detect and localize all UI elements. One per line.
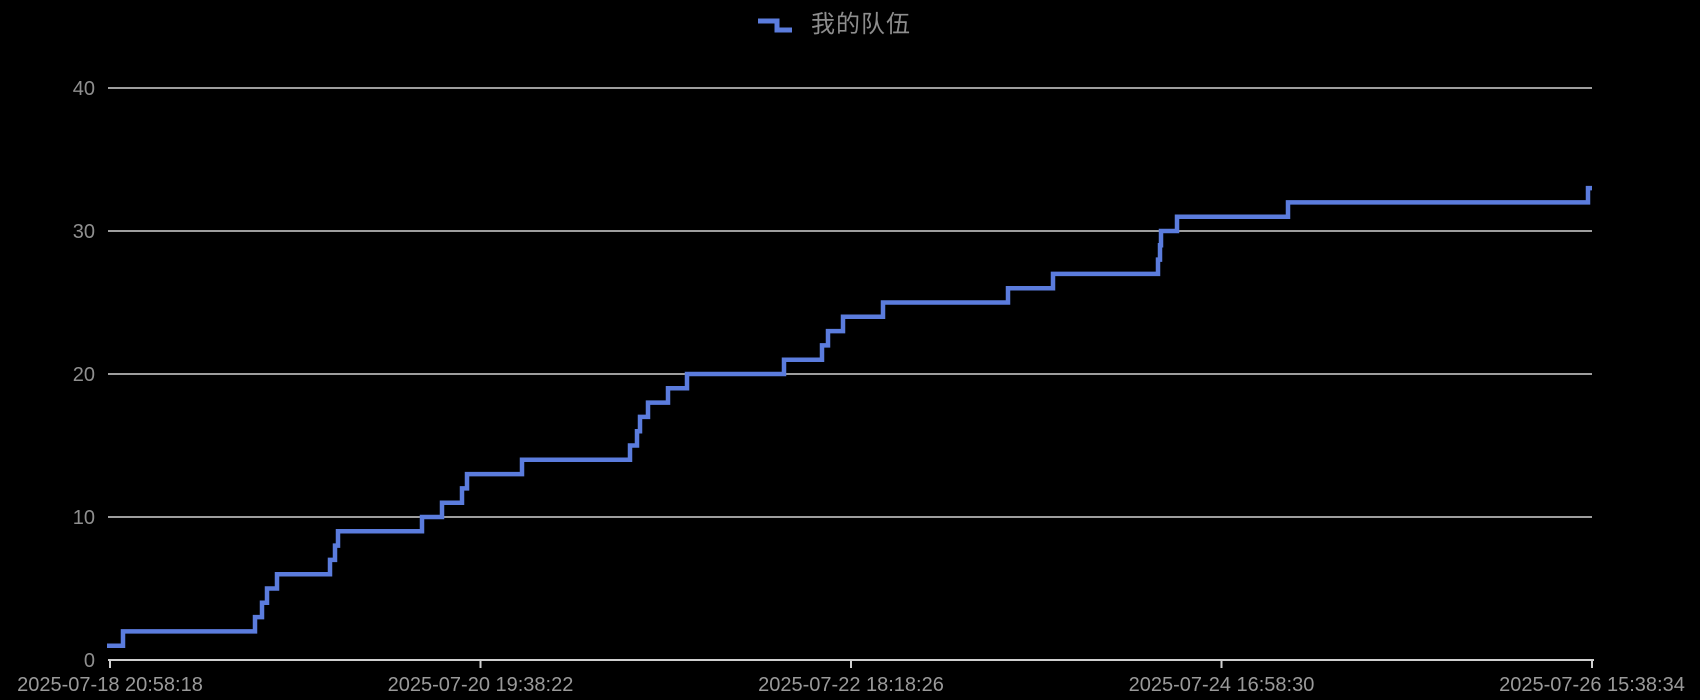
x-tick-label: 2025-07-20 19:38:22: [388, 674, 574, 696]
y-tick-label: 40: [73, 78, 95, 100]
series-step-line: [107, 185, 1592, 648]
legend-item[interactable]: 我的队伍: [757, 13, 911, 37]
x-tick-label: 2025-07-22 18:18:26: [758, 674, 944, 696]
y-tick-label: 20: [73, 364, 95, 386]
x-tick-label: 2025-07-26 15:38:34: [1499, 674, 1685, 696]
x-tick-label: 2025-07-18 20:58:18: [17, 674, 203, 696]
y-tick-label: 30: [73, 221, 95, 243]
y-tick-label: 0: [84, 650, 95, 672]
legend-line-icon: [758, 18, 792, 33]
y-tick-label: 10: [73, 507, 95, 529]
x-tick-label: 2025-07-24 16:58:30: [1129, 674, 1315, 696]
legend-label: 我的队伍: [811, 11, 911, 38]
